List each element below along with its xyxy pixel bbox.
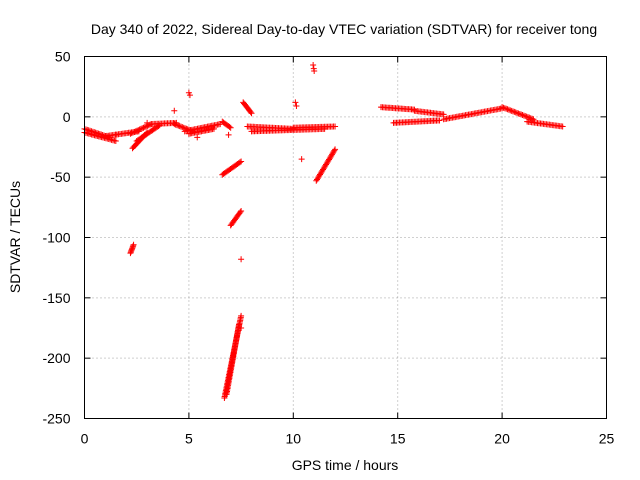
data-point [210, 125, 217, 132]
data-point [298, 156, 305, 163]
data-point [128, 130, 135, 137]
data-point [135, 127, 142, 134]
data-point [516, 111, 523, 117]
data-point [236, 159, 243, 166]
chart-title: Day 340 of 2022, Sidereal Day-to-day VTE… [91, 21, 597, 37]
data-point [173, 122, 180, 129]
data-point [133, 127, 140, 134]
y-tick-label: -250 [42, 411, 70, 427]
data-point [238, 256, 245, 263]
x-tick-label: 20 [494, 431, 510, 447]
data-point [112, 137, 119, 144]
data-point [436, 117, 443, 124]
data-point [293, 102, 300, 109]
data-point [176, 123, 183, 130]
data-point [332, 123, 339, 130]
data-point [514, 109, 521, 116]
data-point [136, 126, 143, 133]
data-point [177, 123, 184, 130]
data-point [511, 108, 518, 115]
data-point [171, 121, 178, 128]
y-axis-label: SDTVAR / TECUs [7, 181, 23, 293]
data-point [226, 123, 233, 130]
data-point [238, 207, 245, 214]
data-point [500, 104, 507, 111]
y-tick-label: 50 [55, 49, 71, 65]
data-point [331, 147, 338, 154]
data-point [130, 129, 137, 136]
y-tick-label: -150 [42, 290, 70, 306]
data-point [137, 125, 144, 132]
data-point [141, 124, 148, 131]
data-point [499, 104, 506, 111]
data-point [248, 110, 255, 117]
data-point [508, 107, 515, 114]
data-point [311, 67, 318, 74]
x-tick-label: 5 [185, 431, 193, 447]
y-tick-label: -100 [42, 230, 70, 246]
x-tick-label: 10 [286, 431, 302, 447]
data-point [522, 113, 529, 120]
data-point [332, 146, 339, 153]
data-point [524, 114, 531, 121]
data-point [310, 61, 317, 68]
data-point [172, 121, 179, 128]
data-point [505, 106, 512, 113]
data-point [519, 112, 526, 119]
data-point [127, 130, 134, 137]
data-point [238, 158, 245, 165]
data-point [130, 241, 137, 248]
data-point [180, 124, 187, 131]
x-tick-label: 0 [81, 431, 89, 447]
data-point [507, 107, 514, 114]
data-point [559, 123, 566, 130]
data-point [236, 321, 243, 328]
data-point [175, 122, 182, 129]
data-point [238, 312, 245, 319]
data-point [186, 92, 193, 99]
data-point [247, 109, 254, 116]
x-tick-label: 15 [390, 431, 406, 447]
data-point [527, 115, 534, 122]
y-tick-label: -200 [42, 350, 70, 366]
data-point [132, 128, 139, 135]
data-point [144, 119, 151, 126]
data-point [518, 111, 525, 118]
data-point [503, 105, 510, 112]
data-point [194, 134, 201, 141]
data-point [504, 106, 511, 113]
y-tick-label: 0 [63, 109, 71, 125]
data-point [238, 325, 245, 331]
data-point [179, 124, 186, 131]
data-point [237, 209, 244, 216]
data-point [143, 123, 150, 130]
data-point [112, 131, 119, 138]
data-point [292, 99, 299, 106]
data-point [225, 131, 232, 138]
data-point [509, 108, 516, 115]
data-point [526, 114, 533, 121]
x-axis-label: GPS time / hours [292, 457, 399, 473]
data-point [520, 112, 527, 119]
data-point [512, 109, 519, 116]
data-series [81, 61, 566, 401]
tick-layer: 0 5 10 15 20 25 50 0 -50 -100 -150 -200 -250 [42, 49, 614, 447]
grid-layer [84, 56, 607, 419]
data-point [523, 113, 530, 120]
x-tick-label: 25 [599, 431, 615, 447]
y-tick-label: -50 [50, 169, 70, 185]
data-point [131, 128, 138, 135]
data-point [515, 110, 522, 117]
data-point [501, 105, 508, 112]
data-layer [81, 61, 566, 401]
data-point [140, 124, 147, 131]
data-point [227, 124, 234, 131]
data-point [171, 107, 178, 114]
data-point [139, 125, 146, 132]
